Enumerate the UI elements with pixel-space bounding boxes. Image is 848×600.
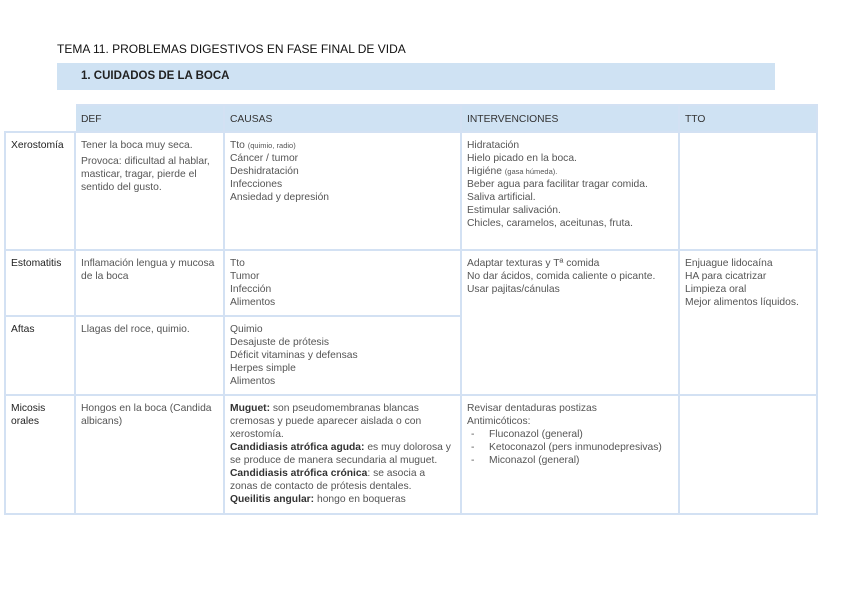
- row-label: Aftas: [4, 315, 76, 396]
- table-row: Aftas Llagas del roce, quimio. Quimio Des…: [4, 315, 817, 396]
- tto-cell: Enjuague lidocaína HA para cicatrizar Limp…: [678, 249, 818, 396]
- intervenciones-cell: Hidratación Hielo picado en la boca. Higi…: [460, 131, 680, 251]
- tto-cell: [678, 394, 818, 515]
- causas-cell: Muguet: son pseudomembranas blancas crem…: [223, 394, 462, 515]
- header-def: DEF: [74, 104, 225, 133]
- header-intervenciones: INTERVENCIONES: [460, 104, 680, 133]
- causas-cell: Quimio Desajuste de prótesis Déficit vitam…: [223, 315, 462, 396]
- row-label: Estomatitis: [4, 249, 76, 317]
- def-cell: Llagas del roce, quimio.: [74, 315, 225, 396]
- def-cell: Inflamación lengua y mucosa de la boca: [74, 249, 225, 317]
- table-row: Xerostomía Tener la boca muy seca. Provoc…: [4, 131, 818, 251]
- def-cell: Hongos en la boca (Candida albicans): [74, 394, 225, 515]
- header-causas: CAUSAS: [223, 104, 462, 133]
- causas-cell: Tto (quimio, radio) Cáncer / tumor Deshid…: [223, 131, 462, 251]
- document-title: TEMA 11. PROBLEMAS DIGESTIVOS EN FASE FI…: [57, 42, 406, 56]
- header-tto: TTO: [678, 104, 818, 133]
- intervenciones-cell: Adaptar texturas y Tª comida No dar ácido…: [460, 249, 680, 396]
- table-row: Estomatitis Inflamación lengua y mucosa …: [4, 249, 818, 396]
- def-cell: Tener la boca muy seca. Provoca: dificult…: [74, 131, 225, 251]
- row-label: Micosis orales: [4, 394, 76, 515]
- section-heading: 1. CUIDADOS DE LA BOCA: [57, 63, 775, 90]
- table-header-row: DEF CAUSAS INTERVENCIONES TTO: [4, 104, 818, 133]
- list-item: Fluconazol (general): [467, 428, 673, 441]
- row-label: Xerostomía: [4, 131, 76, 251]
- table-row: Micosis orales Hongos en la boca (Candid…: [4, 394, 818, 515]
- causas-cell: Tto Tumor Infección Alimentos: [223, 249, 462, 317]
- list-item: Ketoconazol (pers inmunodepresivas): [467, 441, 673, 454]
- mouth-care-table: DEF CAUSAS INTERVENCIONES TTO Xerostomía…: [4, 104, 818, 515]
- tto-cell: [678, 131, 818, 251]
- intervenciones-cell: Revisar dentaduras postizas Antimicóticos…: [460, 394, 680, 515]
- list-item: Miconazol (general): [467, 454, 673, 467]
